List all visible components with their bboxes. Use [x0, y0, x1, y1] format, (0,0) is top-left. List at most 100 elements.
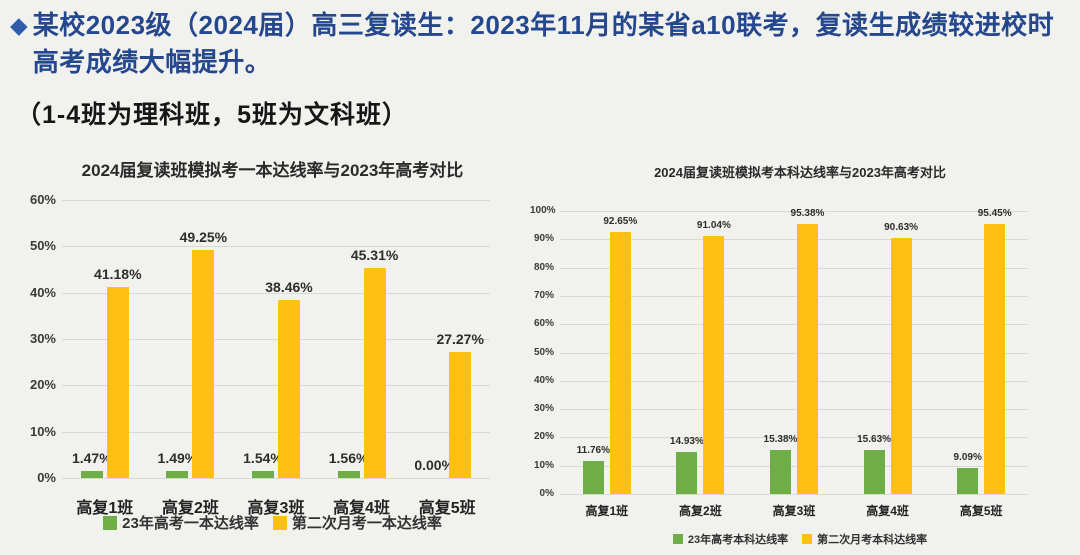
- gridline: [560, 437, 1028, 439]
- bar-orange: [192, 249, 215, 478]
- gridline: [62, 292, 490, 294]
- gridline: [560, 295, 1028, 297]
- y-axis-tick: 90%: [533, 233, 554, 245]
- legend-item: 23年高考一本达线率: [103, 512, 259, 533]
- bar-green: [80, 471, 103, 478]
- legend-label: 23年高考本科达线率: [687, 534, 789, 546]
- header: ◆ 某校2023级（2024届）高三复读生：2023年11月的某省a10联考，复…: [10, 7, 1072, 81]
- legend: 23年高考本科达线率 第二次月考本科达线率: [530, 531, 1070, 547]
- y-axis-tick: 10%: [29, 423, 56, 439]
- bar-orange: [278, 299, 300, 478]
- y-axis-tick: 60%: [533, 318, 554, 330]
- bar-value-label: 1.54%: [243, 449, 283, 466]
- bar-value-label: 38.46%: [265, 278, 313, 295]
- gridline: [560, 409, 1028, 411]
- category-label: 高复1班: [76, 500, 134, 517]
- bar-value-label: 15.38%: [763, 434, 798, 446]
- chart-title: 2024届复读班模拟考本科达线率与2023年高考对比: [654, 165, 946, 180]
- y-axis-tick: 20%: [29, 377, 56, 393]
- gridline: [560, 239, 1028, 241]
- y-axis-tick: 30%: [29, 331, 56, 346]
- chart-first-tier-rate: 2024届复读班模拟考一本达线率与2023年高考对比 1.47% 41.18% 1.4…: [20, 150, 525, 550]
- gridline: [62, 200, 490, 201]
- bar-value-label: 14.93%: [669, 435, 704, 447]
- y-axis-tick: 70%: [533, 289, 554, 301]
- bar-value-label: 1.56%: [328, 449, 369, 466]
- chart-title: 2024届复读班模拟考一本达线率与2023年高考对比: [81, 161, 464, 180]
- y-axis-tick: 20%: [533, 431, 554, 443]
- category-label: 高复4班: [866, 504, 909, 518]
- bar-value-label: 15.63%: [857, 433, 892, 445]
- category-label: 高复1班: [585, 504, 629, 518]
- legend-swatch: [272, 515, 287, 530]
- bar-value-label: 92.65%: [603, 215, 638, 227]
- y-axis-tick: 40%: [533, 374, 554, 386]
- bar-orange: [984, 223, 1006, 494]
- gridline: [560, 324, 1028, 326]
- y-axis-tick: 0%: [539, 488, 554, 499]
- legend-swatch: [672, 534, 683, 544]
- bar-orange: [703, 236, 725, 494]
- gridline: [62, 246, 490, 248]
- bar-green: [770, 450, 791, 494]
- y-axis-tick: 80%: [533, 261, 554, 273]
- legend-swatch: [103, 515, 118, 530]
- gridline: [560, 267, 1028, 269]
- category-label: 高复5班: [959, 504, 1003, 518]
- legend-item: 第二次月考一本达线率: [272, 512, 442, 533]
- plot-area: 1.47% 41.18% 1.49% 49.25% 1.54% 38.46% 1.56% 45…: [62, 200, 490, 479]
- bar-green: [337, 470, 360, 478]
- header-title: 某校2023级（2024届）高三复读生：2023年11月的某省a10联考，复读生…: [32, 10, 1055, 77]
- bar-value-label: 11.76%: [576, 444, 610, 456]
- diamond-bullet-icon: ◆: [10, 12, 28, 38]
- legend-swatch: [802, 534, 813, 544]
- bar-green: [676, 451, 698, 494]
- bar-value-label: 95.45%: [977, 207, 1012, 219]
- bar-value-label: 0.00%: [414, 457, 455, 473]
- legend: 23年高考一本达线率 第二次月考一本达线率: [20, 512, 525, 533]
- category-label: 高复3班: [772, 504, 816, 518]
- category-label: 高复5班: [418, 500, 476, 517]
- bar-value-label: 1.47%: [71, 450, 112, 467]
- y-axis-tick: 50%: [29, 238, 56, 254]
- bar-green: [166, 471, 189, 478]
- legend-item: 23年高考本科达线率: [672, 531, 789, 547]
- legend-label: 第二次月考一本达线率: [291, 515, 442, 532]
- gridline: [62, 339, 490, 340]
- bar-orange: [363, 268, 386, 478]
- bar-orange: [106, 287, 129, 478]
- bar-orange: [797, 224, 818, 494]
- gridline: [62, 431, 490, 433]
- y-axis-tick: 10%: [533, 459, 554, 471]
- bar-green: [957, 468, 979, 494]
- bar-green: [252, 470, 274, 478]
- category-label: 高复4班: [333, 500, 391, 517]
- gridline: [62, 478, 490, 479]
- bar-value-label: 27.27%: [436, 330, 484, 347]
- bar-orange: [890, 237, 912, 494]
- bar-value-label: 9.09%: [953, 452, 982, 464]
- bar-value-label: 95.38%: [790, 208, 825, 220]
- gridline: [62, 385, 490, 387]
- category-label: 高复2班: [679, 504, 722, 518]
- plot-area: 11.76% 92.65% 14.93% 91.04% 15.38% 95.38% 15.6…: [560, 208, 1028, 495]
- y-axis-tick: 0%: [37, 470, 56, 485]
- legend-label: 23年高考一本达线率: [122, 515, 259, 532]
- gridline: [560, 465, 1028, 467]
- legend-item: 第二次月考本科达线率: [802, 531, 927, 547]
- gridline: [560, 211, 1028, 212]
- bar-orange: [609, 231, 631, 494]
- y-axis-tick: 60%: [29, 192, 56, 207]
- y-axis-tick: 30%: [533, 403, 554, 415]
- bar-value-label: 91.04%: [696, 220, 731, 232]
- y-axis-tick: 50%: [533, 346, 554, 358]
- legend-label: 第二次月考本科达线率: [817, 534, 928, 546]
- gridline: [560, 352, 1028, 354]
- chart-undergraduate-rate: 2024届复读班模拟考本科达线率与2023年高考对比 11.76% 92.65% 14…: [530, 150, 1070, 555]
- gridline: [560, 494, 1028, 495]
- y-axis-tick: 100%: [530, 205, 556, 216]
- category-label: 高复3班: [247, 500, 305, 517]
- y-axis-tick: 40%: [29, 284, 56, 300]
- bar-value-label: 90.63%: [884, 221, 919, 233]
